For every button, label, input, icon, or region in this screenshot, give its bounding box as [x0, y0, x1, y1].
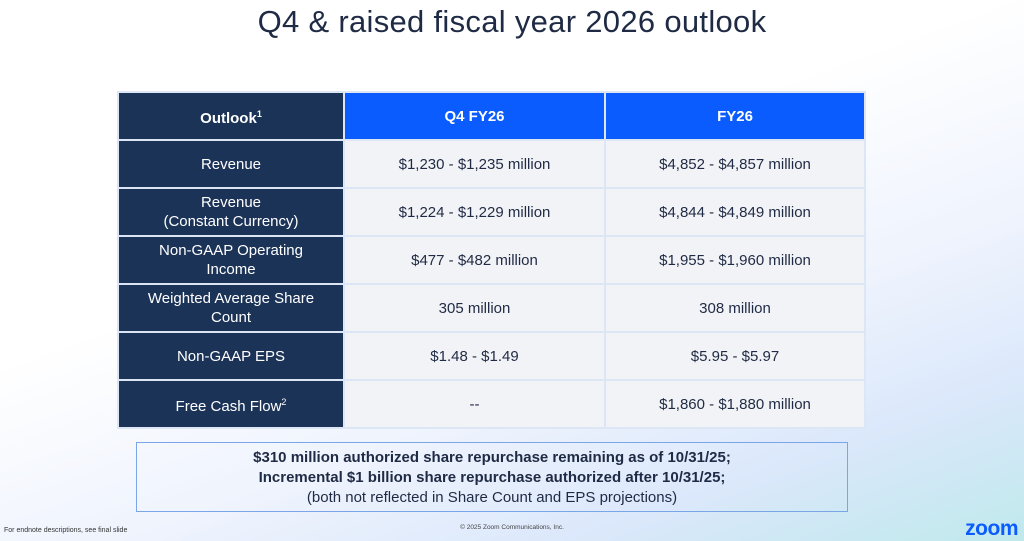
fy-value: 308 million [604, 283, 866, 333]
note-line-2: Incremental $1 billion share repurchase … [258, 469, 726, 486]
q4-value: -- [343, 379, 606, 429]
row-label: Free Cash Flow2 [117, 379, 345, 429]
fy-value: $4,844 - $4,849 million [604, 187, 866, 237]
copyright: © 2025 Zoom Communications, Inc. [460, 524, 564, 531]
q4-value: $1,230 - $1,235 million [343, 139, 606, 189]
header-fy: FY26 [604, 91, 866, 141]
fy-value: $1,955 - $1,960 million [604, 235, 866, 285]
q4-value: $477 - $482 million [343, 235, 606, 285]
note-line-3: (both not reflected in Share Count and E… [306, 489, 678, 506]
table-row: Non-GAAP EPS $1.48 - $1.49 $5.95 - $5.97 [117, 331, 866, 381]
row-label: Revenue [117, 139, 345, 189]
row-label: Non-GAAP Operating Income [117, 235, 345, 285]
row-label-text-2: Count [210, 309, 252, 326]
header-q4: Q4 FY26 [343, 91, 606, 141]
outlook-table: Outlook1 Q4 FY26 FY26 Revenue $1,230 - $1… [117, 91, 866, 429]
header-outlook: Outlook1 [117, 91, 345, 141]
row-label: Non-GAAP EPS [117, 331, 345, 381]
share-repurchase-note: $310 million authorized share repurchase… [136, 442, 848, 512]
q4-value: $1.48 - $1.49 [343, 331, 606, 381]
row-label-text: Non-GAAP Operating [159, 242, 303, 259]
table-row: Non-GAAP Operating Income $477 - $482 mill… [117, 235, 866, 285]
table-row: Revenue $1,230 - $1,235 million $4,852 - $… [117, 139, 866, 189]
row-label: Revenue (Constant Currency) [117, 187, 345, 237]
fy-value: $4,852 - $4,857 million [604, 139, 866, 189]
slide-title: Q4 & raised fiscal year 2026 outlook [257, 4, 767, 39]
endnote-reference: For endnote descriptions, see final slid… [4, 527, 128, 534]
row-label: Weighted Average Share Count [117, 283, 345, 333]
footnote-marker: 1 [256, 108, 262, 119]
row-label-text: Non-GAAP EPS [176, 347, 286, 365]
row-label-text: Free Cash Flow [175, 397, 282, 415]
row-label-text: Revenue [200, 194, 262, 211]
table-header-row: Outlook1 Q4 FY26 FY26 [117, 91, 866, 141]
table-row: Revenue (Constant Currency) $1,224 - $1,22… [117, 187, 866, 237]
table-row: Weighted Average Share Count 305 million 30… [117, 283, 866, 333]
zoom-logo: zoom [965, 517, 1018, 540]
row-label-text: Weighted Average Share [147, 290, 315, 307]
table-row: Free Cash Flow2 -- $1,860 - $1,880 million [117, 379, 866, 429]
q4-value: 305 million [343, 283, 606, 333]
q4-value: $1,224 - $1,229 million [343, 187, 606, 237]
header-outlook-label: Outlook [200, 109, 257, 127]
row-label-text-2: (Constant Currency) [163, 213, 299, 230]
note-line-1: $310 million authorized share repurchase… [253, 449, 731, 466]
row-label-text-2: Income [206, 261, 256, 278]
footnote-marker: 2 [281, 396, 287, 407]
fy-value: $1,860 - $1,880 million [604, 379, 866, 429]
fy-value: $5.95 - $5.97 [604, 331, 866, 381]
row-label-text: Revenue [200, 155, 262, 173]
